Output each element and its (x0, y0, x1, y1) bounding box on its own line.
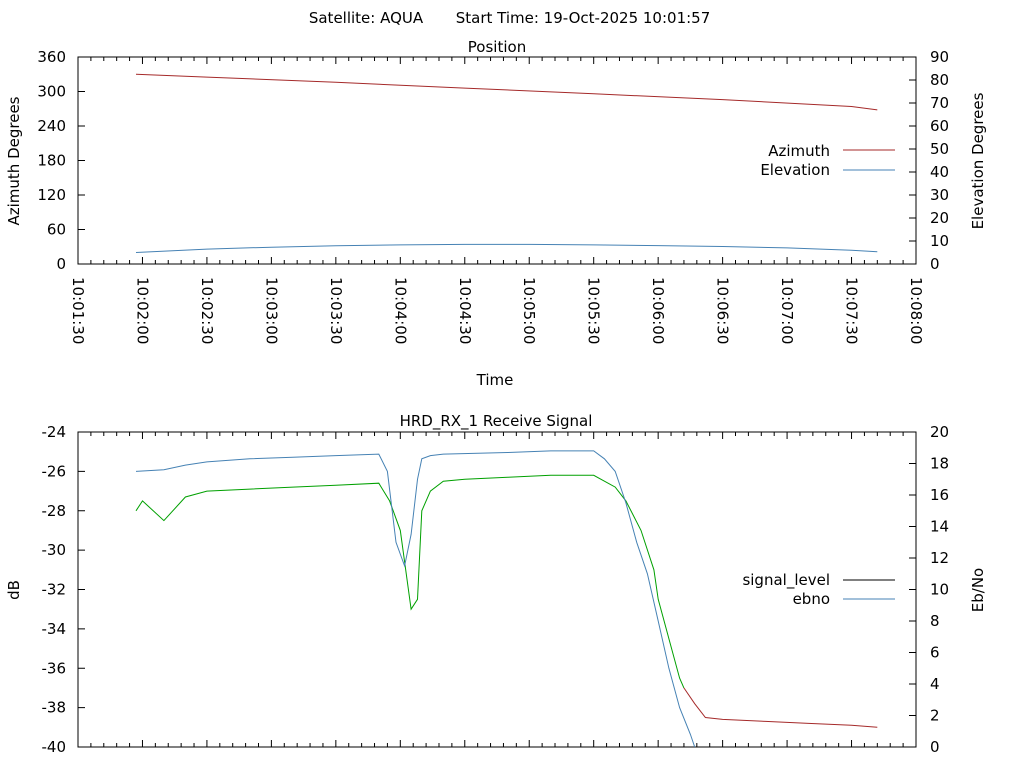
legend-label-elevation: Elevation (760, 161, 830, 179)
y2-tick-label: 60 (930, 117, 949, 135)
y2-tick-label: 6 (930, 644, 940, 662)
y-tick-label: 120 (37, 186, 66, 204)
x-tick-label: 10:02:00 (133, 277, 151, 344)
y2-tick-label: 14 (930, 518, 949, 536)
y2-tick-label: 90 (930, 48, 949, 66)
y-tick-label: -38 (42, 699, 67, 717)
y2-tick-label: 70 (930, 94, 949, 112)
y2-tick-label: 8 (930, 612, 940, 630)
y-tick-label: -30 (42, 541, 67, 559)
y-tick-label: 60 (47, 221, 66, 239)
series-line-signal-level-part-0 (135, 474, 685, 689)
position-series-layer (135, 73, 878, 253)
signal-series-layer (135, 450, 878, 748)
y-tick-label: 300 (37, 83, 66, 101)
x-tick-label: 10:04:30 (456, 277, 474, 344)
x-tick-label: 10:05:00 (520, 277, 538, 344)
x-tick-label: 10:05:30 (585, 277, 603, 344)
y2-tick-label: 2 (930, 707, 940, 725)
signal-y-axis-label: dB (5, 580, 23, 600)
x-tick-label: 10:07:30 (843, 277, 861, 344)
series-line-signal-level-part-1 (683, 687, 878, 728)
position-chart: Position 10:01:30 10:02:00 10:02:30 10:03:0… (5, 38, 987, 389)
x-tick-label: 10:08:00 (907, 277, 925, 344)
satellite-label: Satellite: AQUA (309, 9, 424, 27)
y2-tick-label: 4 (930, 675, 940, 693)
position-x-ticks: 10:01:30 10:02:00 10:02:30 10:03:00 10:03:30… (69, 57, 925, 344)
position-y2-axis-label: Elevation Degrees (969, 92, 987, 229)
y-tick-label: -32 (42, 581, 67, 599)
y2-tick-label: 16 (930, 486, 949, 504)
x-tick-label: 10:06:00 (649, 277, 667, 344)
y2-tick-label: 20 (930, 423, 949, 441)
legend-label-ebno: ebno (793, 590, 830, 608)
y2-tick-label: 80 (930, 71, 949, 89)
y-tick-label: -24 (42, 423, 67, 441)
signal-plot-frame (77, 431, 917, 748)
signal-chart-title: HRD_RX_1 Receive Signal (400, 412, 593, 431)
position-legend: Azimuth Elevation (760, 142, 895, 179)
series-line-ebno (135, 450, 696, 748)
x-tick-label: 10:07:00 (778, 277, 796, 344)
signal-legend: signal_level ebno (742, 571, 895, 608)
signal-x-ticks (77, 432, 917, 747)
position-y2-ticks: 0 10 20 30 40 50 60 70 80 90 (909, 48, 949, 273)
legend-label-azimuth: Azimuth (768, 142, 830, 160)
x-tick-label: 10:03:30 (327, 277, 345, 344)
series-line-azimuth (135, 73, 878, 111)
x-tick-label: 10:01:30 (69, 277, 87, 344)
y2-tick-label: 50 (930, 140, 949, 158)
y2-tick-label: 18 (930, 455, 949, 473)
x-tick-label: 10:04:00 (391, 277, 409, 344)
signal-y2-axis-label: Eb/No (969, 568, 987, 612)
y-tick-label: 180 (37, 152, 66, 170)
signal-chart: HRD_RX_1 Receive Signal -24-26-28-30-32-… (5, 412, 987, 756)
start-time-label: Start Time: 19-Oct-2025 10:01:57 (456, 9, 711, 27)
position-x-axis-label: Time (476, 371, 514, 389)
y-tick-label: -26 (42, 462, 67, 480)
y-tick-label: 240 (37, 117, 66, 135)
y2-tick-label: 40 (930, 163, 949, 181)
y2-tick-label: 12 (930, 549, 949, 567)
position-chart-title: Position (468, 38, 526, 56)
y2-tick-label: 30 (930, 186, 949, 204)
y-tick-label: 0 (56, 255, 66, 273)
y-tick-label: 360 (37, 48, 66, 66)
series-line-elevation (135, 243, 878, 253)
y2-tick-label: 20 (930, 209, 949, 227)
signal-y-ticks: -24 -26 -28 -30 -32 -34 -36 -38 -40 (42, 423, 85, 756)
signal-y2-ticks: 0 2 4 6 8 10 12 14 16 18 20 (909, 423, 949, 756)
x-tick-label: 10:06:30 (714, 277, 732, 344)
y-tick-label: -28 (42, 502, 67, 520)
position-y-axis-label: Azimuth Degrees (5, 96, 23, 225)
y2-tick-label: 0 (930, 738, 940, 756)
y2-tick-label: 0 (930, 255, 940, 273)
y2-tick-label: 10 (930, 232, 949, 250)
legend-label-signal-level: signal_level (742, 571, 830, 590)
x-tick-label: 10:03:00 (262, 277, 280, 344)
y2-tick-label: 10 (930, 581, 949, 599)
y-tick-label: -36 (42, 659, 67, 677)
x-tick-label: 10:02:30 (198, 277, 216, 344)
y-tick-label: -40 (42, 738, 67, 756)
position-y-ticks: 0 60 120 180 240 300 360 (37, 48, 85, 273)
y-tick-label: -34 (42, 620, 67, 638)
